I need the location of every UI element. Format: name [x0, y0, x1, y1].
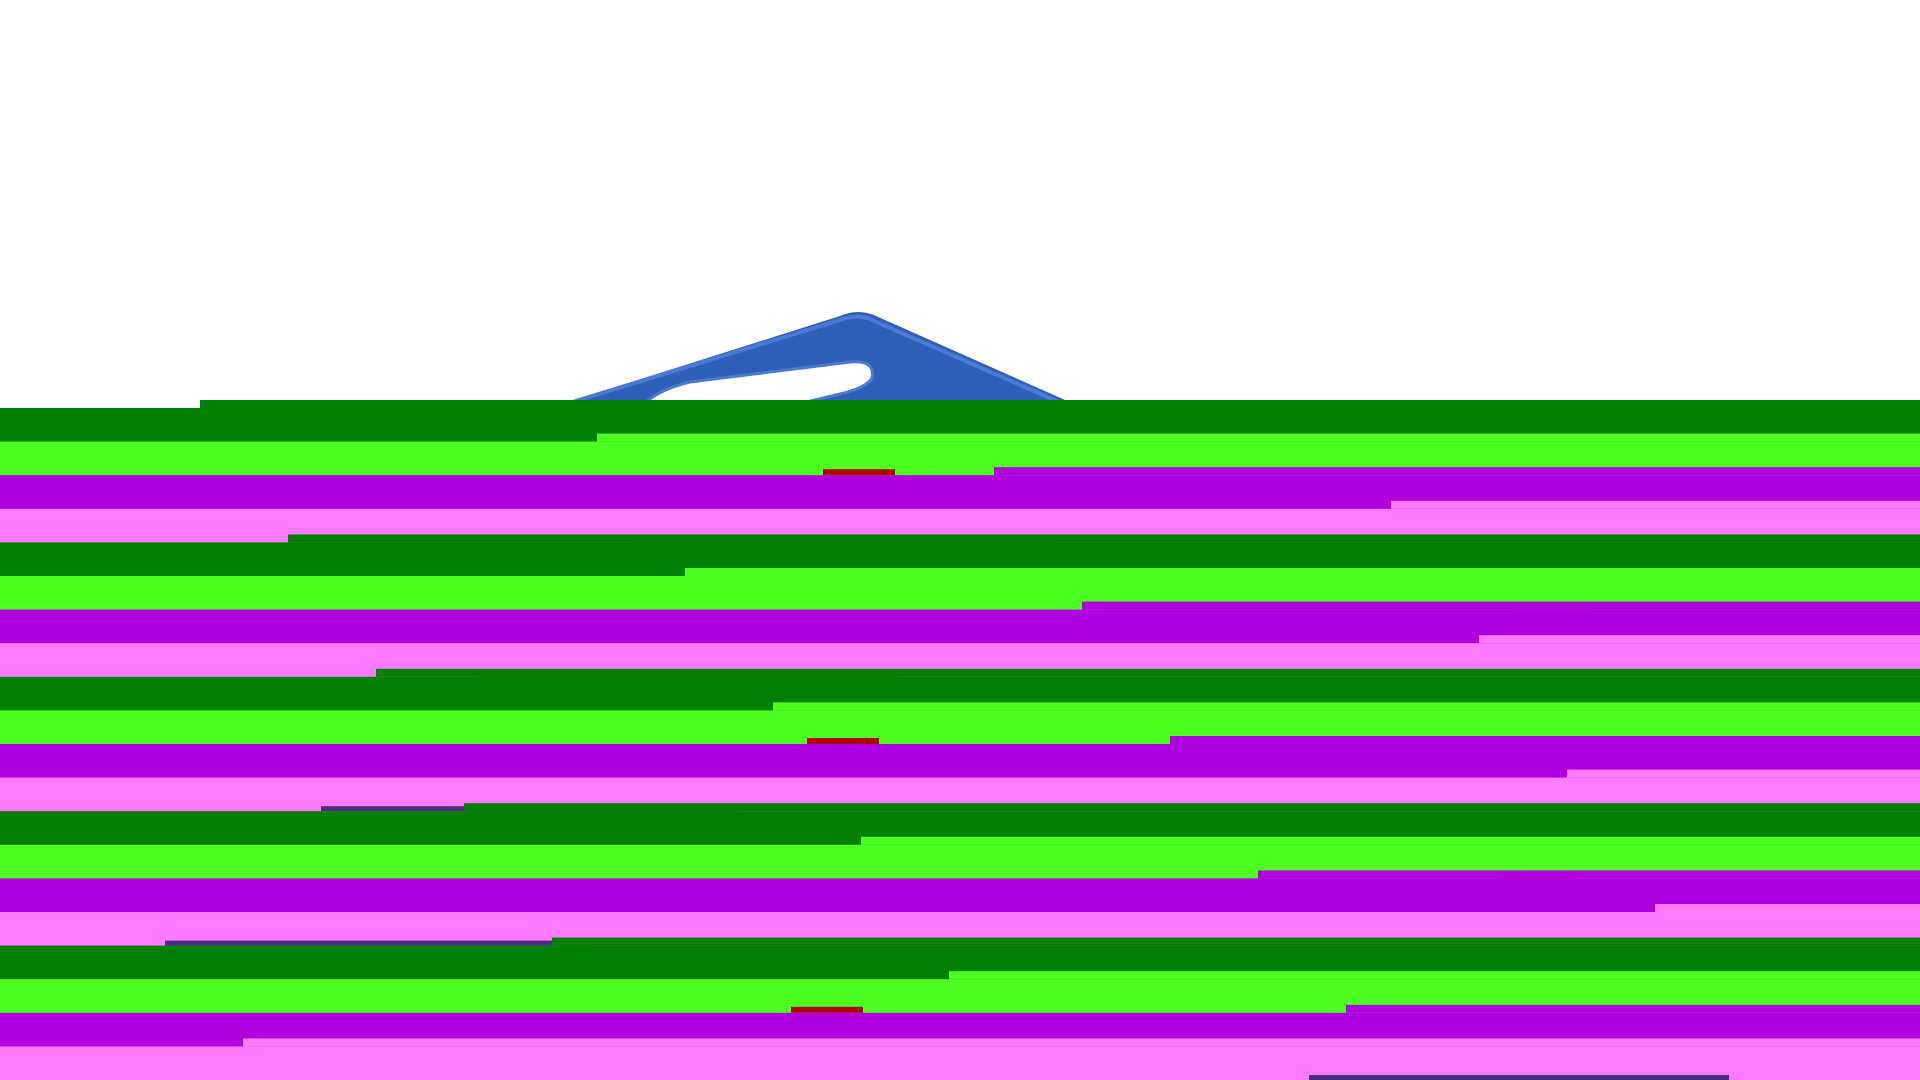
- stripe-offset: [861, 836, 1920, 845]
- stripe-offset: [685, 568, 1920, 576]
- stripe-offset: [1479, 635, 1920, 644]
- stripe-offset: [994, 467, 1920, 476]
- stripe-offset: [552, 937, 1920, 946]
- stripe: [0, 1046, 1920, 1080]
- glitch-stripes: [0, 400, 1920, 1080]
- dark-streak: [1309, 1075, 1729, 1080]
- red-dash: [807, 738, 879, 744]
- stripe-offset: [243, 1038, 1920, 1047]
- red-dash: [823, 469, 895, 476]
- board-edge: [487, 314, 1101, 430]
- stripe-offset: [773, 702, 1920, 711]
- stripe-offset: [1082, 601, 1920, 610]
- stripe-offset: [1391, 500, 1920, 509]
- stripe-offset: [949, 971, 1920, 980]
- stripe-offset: [288, 534, 1920, 543]
- stripe-offset: [1258, 870, 1920, 879]
- stripe-offset: [464, 803, 1920, 812]
- red-dash: [791, 1006, 863, 1013]
- stripe-offset: [1170, 736, 1920, 744]
- stripe-offset: [200, 400, 1920, 408]
- stripe-offset: [1655, 904, 1920, 912]
- stripe-offset: [376, 668, 1920, 677]
- stripe-offset: [597, 433, 1920, 442]
- stripe: [0, 878, 1920, 913]
- stripe-offset: [1346, 1004, 1920, 1013]
- stripe-offset: [1567, 769, 1920, 778]
- dark-streak: [165, 940, 585, 946]
